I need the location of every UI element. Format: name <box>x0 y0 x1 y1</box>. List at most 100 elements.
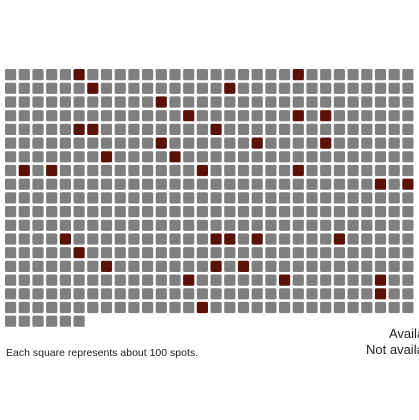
waffle-square-available <box>348 110 359 121</box>
waffle-square-available <box>320 261 331 272</box>
waffle-square-not-available <box>293 69 304 80</box>
waffle-square-available <box>197 261 208 272</box>
waffle-square-not-available <box>101 261 112 272</box>
waffle-square-available <box>32 110 43 121</box>
waffle-square-available <box>348 138 359 149</box>
waffle-square-available <box>402 288 413 299</box>
waffle-square-available <box>320 220 331 231</box>
waffle-square-available <box>361 302 372 313</box>
waffle-square-available <box>87 179 98 190</box>
waffle-square-available <box>19 69 30 80</box>
waffle-square-available <box>32 96 43 107</box>
waffle-square-available <box>238 151 249 162</box>
waffle-square-available <box>197 220 208 231</box>
waffle-square-available <box>115 83 126 94</box>
waffle-square-available <box>224 179 235 190</box>
waffle-square-available <box>252 151 263 162</box>
waffle-square-available <box>293 124 304 135</box>
waffle-square-not-available <box>252 233 263 244</box>
waffle-square-available <box>375 165 386 176</box>
waffle-square-available <box>402 275 413 286</box>
waffle-square-available <box>101 220 112 231</box>
waffle-square-available <box>375 83 386 94</box>
waffle-square-not-available <box>74 247 85 258</box>
waffle-square-available <box>389 83 400 94</box>
waffle-square-available <box>211 165 222 176</box>
waffle-square-available <box>128 83 139 94</box>
waffle-square-available <box>306 261 317 272</box>
waffle-square-available <box>348 275 359 286</box>
waffle-square-available <box>320 165 331 176</box>
waffle-square-available <box>348 220 359 231</box>
waffle-square-available <box>60 124 71 135</box>
waffle-square-available <box>101 179 112 190</box>
waffle-square-available <box>156 124 167 135</box>
waffle-square-available <box>156 206 167 217</box>
waffle-square-available <box>19 110 30 121</box>
waffle-square-available <box>361 124 372 135</box>
waffle-square-available <box>142 96 153 107</box>
waffle-square-available <box>115 302 126 313</box>
waffle-square-available <box>169 247 180 258</box>
waffle-square-available <box>375 69 386 80</box>
waffle-square-available <box>375 261 386 272</box>
waffle-square-available <box>46 124 57 135</box>
waffle-square-available <box>46 261 57 272</box>
waffle-square-available <box>375 220 386 231</box>
waffle-square-available <box>128 165 139 176</box>
waffle-square-available <box>197 69 208 80</box>
waffle-square-available <box>293 96 304 107</box>
waffle-square-available <box>279 110 290 121</box>
waffle-square-available <box>306 275 317 286</box>
waffle-square-available <box>293 179 304 190</box>
waffle-square-available <box>169 302 180 313</box>
waffle-square-available <box>389 151 400 162</box>
waffle-square-available <box>361 220 372 231</box>
waffle-square-available <box>238 96 249 107</box>
waffle-square-available <box>334 165 345 176</box>
waffle-square-available <box>87 206 98 217</box>
waffle-square-available <box>361 151 372 162</box>
waffle-square-available <box>142 288 153 299</box>
waffle-square-available <box>348 233 359 244</box>
waffle-square-available <box>402 247 413 258</box>
waffle-square-available <box>320 69 331 80</box>
waffle-square-available <box>306 110 317 121</box>
waffle-square-available <box>87 192 98 203</box>
waffle-square-available <box>389 220 400 231</box>
waffle-square-available <box>156 261 167 272</box>
waffle-square-available <box>115 275 126 286</box>
waffle-square-available <box>74 316 85 327</box>
waffle-square-available <box>348 261 359 272</box>
waffle-square-available <box>60 220 71 231</box>
waffle-square-available <box>142 206 153 217</box>
waffle-square-available <box>402 138 413 149</box>
waffle-square-available <box>224 192 235 203</box>
waffle-square-available <box>60 83 71 94</box>
waffle-square-available <box>293 138 304 149</box>
waffle-square-available <box>265 138 276 149</box>
waffle-square-available <box>19 124 30 135</box>
waffle-square-available <box>19 288 30 299</box>
waffle-square-not-available <box>375 288 386 299</box>
waffle-square-available <box>142 110 153 121</box>
waffle-square-available <box>265 288 276 299</box>
waffle-square-not-available <box>224 233 235 244</box>
waffle-square-not-available <box>60 233 71 244</box>
waffle-square-available <box>402 302 413 313</box>
waffle-square-available <box>279 192 290 203</box>
waffle-square-available <box>197 233 208 244</box>
waffle-square-not-available <box>320 138 331 149</box>
waffle-square-available <box>361 96 372 107</box>
waffle-square-available <box>128 302 139 313</box>
waffle-square-available <box>252 275 263 286</box>
waffle-square-available <box>142 302 153 313</box>
waffle-square-available <box>334 206 345 217</box>
waffle-square-available <box>87 151 98 162</box>
waffle-square-available <box>74 96 85 107</box>
waffle-square-available <box>224 302 235 313</box>
waffle-square-available <box>224 165 235 176</box>
waffle-square-available <box>293 83 304 94</box>
waffle-square-available <box>252 165 263 176</box>
waffle-square-available <box>334 138 345 149</box>
